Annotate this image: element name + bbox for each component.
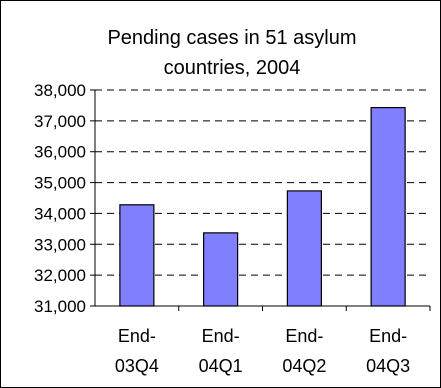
x-tick-label: 04Q3 bbox=[366, 356, 410, 376]
y-tick-label: 37,000 bbox=[34, 112, 86, 131]
bars bbox=[119, 106, 406, 307]
x-tick-label: 03Q4 bbox=[115, 356, 159, 376]
bar bbox=[119, 204, 155, 307]
x-tick-label: End- bbox=[118, 326, 156, 346]
y-tick-label: 31,000 bbox=[34, 297, 86, 316]
chart-title-line-1: Pending cases in 51 asylum bbox=[107, 27, 356, 49]
x-axis-labels: End- 03Q4 End- 04Q1 End- 04Q2 End- 04Q3 bbox=[115, 306, 431, 376]
x-tick-label: End- bbox=[369, 326, 407, 346]
bar bbox=[286, 190, 322, 307]
x-tick-label: 04Q1 bbox=[199, 356, 243, 376]
x-tick-label: End- bbox=[285, 326, 323, 346]
x-tick-label: End- bbox=[202, 326, 240, 346]
x-tick-label: 04Q2 bbox=[282, 356, 326, 376]
y-tick-label: 33,000 bbox=[34, 235, 86, 254]
chart-title-line-2: countries, 2004 bbox=[164, 57, 301, 79]
y-tick-label: 32,000 bbox=[34, 266, 86, 285]
y-tick-label: 38,000 bbox=[34, 81, 86, 100]
bar bbox=[370, 106, 406, 307]
y-tick-label: 34,000 bbox=[34, 204, 86, 223]
y-tick-label: 35,000 bbox=[34, 174, 86, 193]
y-axis-ticks: 31,000 32,000 33,000 34,000 35,000 36,000 37,0… bbox=[34, 81, 95, 316]
y-tick-label: 36,000 bbox=[34, 143, 86, 162]
bar bbox=[203, 232, 239, 307]
